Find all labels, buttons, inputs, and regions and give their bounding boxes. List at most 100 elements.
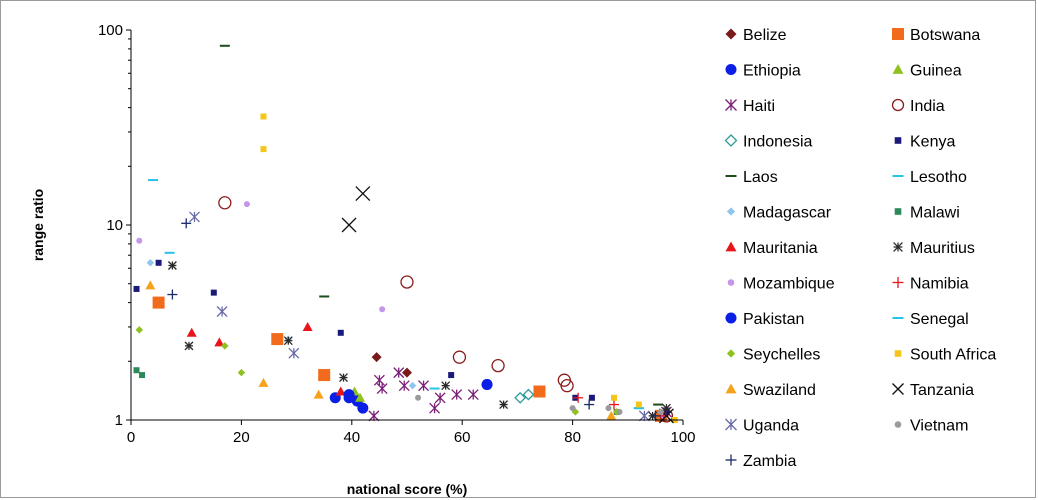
legend-item-kenya: Kenya [894, 134, 955, 151]
legend-label: Mauritania [743, 240, 818, 257]
data-point-mauritius [167, 261, 177, 270]
data-point-malawi [139, 372, 146, 379]
legend-label: Ethiopia [743, 63, 801, 80]
data-point-kenya [337, 329, 344, 336]
legend-marker [725, 99, 737, 111]
data-point-botswana [318, 369, 331, 382]
data-point-zambia [167, 289, 178, 300]
data-point-kenya [133, 285, 140, 292]
x-axis-title: national score (%) [347, 481, 468, 497]
data-point-haiti [418, 380, 430, 392]
data-point-tanzania [355, 186, 371, 201]
data-point-vietnam [616, 408, 623, 415]
legend-item-uganda: Uganda [725, 418, 799, 435]
data-point-haiti [376, 383, 388, 394]
legend-label: Seychelles [743, 347, 820, 364]
data-point-mauritius [441, 381, 451, 391]
data-point-zambia [650, 410, 661, 421]
x-tick-label: 0 [127, 429, 135, 446]
data-point-haiti [467, 389, 479, 401]
legend-item-pakistan: Pakistan [725, 311, 804, 328]
legend-marker [726, 207, 736, 216]
data-point-seychelles [135, 326, 144, 334]
data-point-seychelles [221, 342, 229, 350]
data-point-guinea [355, 392, 366, 402]
legend-label: India [910, 98, 945, 115]
data-point-ethiopia [357, 402, 369, 414]
data-point-haiti [434, 392, 446, 404]
data-point-haiti [451, 389, 463, 401]
data-point-uganda [189, 211, 200, 223]
legend-item-swaziland: Swaziland [725, 382, 816, 399]
legend-marker [894, 421, 902, 428]
data-point-swaziland [258, 377, 269, 387]
data-point-swaziland [145, 280, 156, 290]
legend-item-senegal: Senegal [892, 311, 969, 328]
legend-item-south-africa: South Africa [894, 347, 996, 364]
legend-item-seychelles: Seychelles [726, 347, 820, 364]
legend-item-vietnam: Vietnam [894, 418, 968, 435]
data-point-kenya [155, 259, 162, 266]
data-point-kenya [588, 394, 595, 401]
data-point-haiti [393, 367, 405, 379]
y-tick-label: 100 [98, 22, 123, 39]
data-point-mauritania [214, 337, 225, 347]
data-point-indonesia [514, 391, 527, 404]
y-axis-title: range ratio [30, 189, 46, 261]
legend-item-ethiopia: Ethiopia [725, 63, 801, 80]
data-point-botswana [271, 333, 284, 346]
legend-label: Botswana [910, 27, 980, 44]
legend-marker [725, 383, 737, 394]
legend-label: Haiti [743, 98, 775, 115]
legend-marker [894, 208, 902, 215]
legend-label: Belize [743, 27, 787, 44]
legend-label: Guinea [910, 63, 962, 80]
legend-item-indonesia: Indonesia [724, 134, 812, 151]
legend-label: Lesotho [910, 169, 967, 186]
data-point-swaziland [313, 389, 324, 399]
legend-marker [894, 350, 902, 357]
data-point-india [560, 379, 574, 393]
data-point-south-africa [635, 401, 642, 408]
legend-label: Pakistan [743, 311, 804, 328]
data-point-botswana [533, 385, 546, 398]
legend-marker [892, 277, 904, 288]
legend-item-mozambique: Mozambique [727, 276, 835, 293]
x-tick-label: 80 [564, 429, 581, 446]
data-point-kenya [210, 289, 217, 296]
data-point-haiti [429, 402, 441, 414]
data-point-belize [371, 352, 382, 363]
data-point-botswana [152, 296, 165, 309]
data-point-mauritania [302, 321, 313, 331]
data-point-mauritania [335, 386, 346, 396]
legend-label: Indonesia [743, 134, 812, 151]
data-point-mozambique [136, 237, 143, 244]
legend-item-india: India [891, 98, 945, 115]
data-point-kenya [448, 372, 455, 379]
data-point-belize [402, 367, 412, 378]
legend-label: Senegal [910, 311, 969, 328]
data-point-india [400, 275, 414, 289]
legend-marker [892, 64, 904, 74]
legend-item-lesotho: Lesotho [892, 169, 967, 186]
legend-label: South Africa [910, 347, 996, 364]
data-point-mozambique [379, 306, 386, 313]
data-point-mauritius [339, 373, 348, 383]
data-point-namibia [609, 399, 619, 410]
legend-label: Zambia [743, 453, 796, 470]
legend-marker [894, 137, 902, 144]
y-tick-label: 10 [106, 217, 123, 234]
data-point-india [218, 196, 232, 210]
legend-marker [727, 279, 735, 286]
data-point-vietnam [657, 408, 664, 415]
data-point-mauritius [499, 400, 509, 410]
data-point-madagascar [146, 259, 155, 267]
data-point-vietnam [569, 405, 576, 412]
data-point-haiti [398, 380, 410, 392]
data-point-seychelles [237, 368, 246, 377]
legend-label: Mozambique [743, 276, 835, 293]
legend-label: Laos [743, 169, 778, 186]
legend-marker [725, 418, 737, 431]
